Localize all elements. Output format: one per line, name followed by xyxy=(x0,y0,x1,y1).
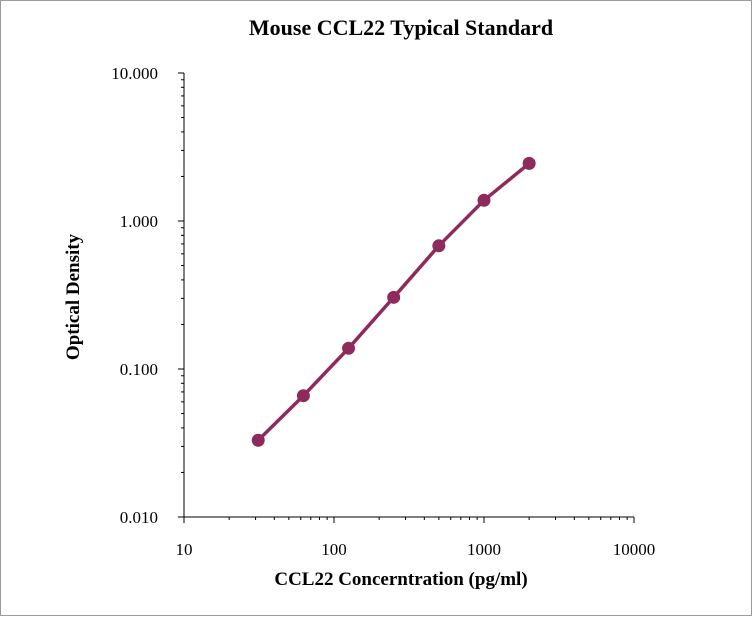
y-tick-label: 0.010 xyxy=(120,508,158,527)
data-point xyxy=(522,156,536,170)
data-point xyxy=(251,433,265,447)
y-axis-ticks: 0.010 0.100 1.000 10.000 xyxy=(111,64,184,527)
x-tick-label: 10000 xyxy=(613,540,656,559)
chart-title: Mouse CCL22 Typical Standard xyxy=(249,15,553,40)
y-tick-label: 10.000 xyxy=(111,64,158,83)
x-axis-ticks: 10 100 1000 10000 xyxy=(176,517,656,559)
data-point xyxy=(342,341,356,355)
data-point xyxy=(477,193,491,207)
x-tick-label: 10 xyxy=(176,540,193,559)
data-point xyxy=(387,290,401,304)
y-axis-label: Optical Density xyxy=(63,233,84,360)
y-tick-label: 1.000 xyxy=(120,212,158,231)
data-point xyxy=(432,239,446,253)
data-point xyxy=(296,389,310,403)
y-tick-label: 0.100 xyxy=(120,360,158,379)
x-axis-label: CCL22 Concerntration (pg/ml) xyxy=(274,569,527,590)
x-tick-label: 1000 xyxy=(467,540,501,559)
x-tick-label: 100 xyxy=(321,540,347,559)
series-layer xyxy=(251,156,536,447)
